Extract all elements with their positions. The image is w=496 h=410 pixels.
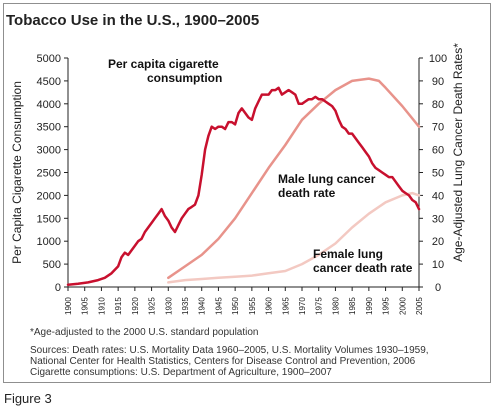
y-tick-label: 5000	[37, 53, 61, 65]
y2-tick-label: 30	[432, 213, 444, 225]
y-tick-label: 4500	[37, 76, 61, 88]
source-line-2: National Center for Health Statistics, C…	[30, 356, 416, 367]
y-tick-label: 3500	[37, 122, 61, 134]
y2-tick-label: 60	[432, 145, 444, 157]
male-series-label: Male lung cancer	[278, 172, 376, 186]
y2-tick-label: 0	[435, 282, 441, 294]
female-series-label: cancer death rate	[313, 261, 413, 275]
y-tick-label: 0	[55, 282, 61, 294]
footnote: *Age-adjusted to the 2000 U.S. standard …	[30, 327, 259, 338]
male-series-label: death rate	[278, 186, 336, 200]
female-series-label: Female lung	[313, 247, 383, 261]
x-tick-label: 1970	[298, 297, 307, 315]
x-tick-label: 1950	[231, 297, 240, 315]
figure-caption: Figure 3	[4, 391, 52, 406]
y2-tick-label: 10	[432, 259, 444, 271]
x-tick-label: 1900	[64, 297, 73, 315]
x-tick-label: 1955	[248, 297, 257, 315]
x-tick-label: 1965	[281, 297, 290, 315]
x-tick-label: 1945	[214, 297, 223, 315]
y2-tick-label: 100	[429, 53, 447, 65]
source-line-1: Sources: Death rates: U.S. Mortality Dat…	[30, 345, 429, 356]
cigarette-consumption-line	[66, 86, 421, 286]
y-tick-label: 2000	[37, 190, 61, 202]
x-tick-label: 1980	[331, 297, 340, 315]
y2-tick-label: 90	[432, 76, 444, 88]
y2-axis-title: Age-Adjusted Lung Cancer Death Rates*	[451, 43, 465, 262]
x-tick-label: 1960	[265, 297, 274, 315]
chart-title: Tobacco Use in the U.S., 1900–2005	[6, 12, 260, 29]
x-tick-label: 1990	[365, 297, 374, 315]
y-tick-label: 1000	[37, 236, 61, 248]
y2-tick-label: 50	[432, 168, 444, 180]
cigarette-series-label: consumption	[147, 71, 222, 85]
y2-tick-label: 20	[432, 236, 444, 248]
y-tick-label: 500	[43, 259, 61, 271]
source-line-3: Cigarette consumptions: U.S. Department …	[30, 367, 332, 378]
y2-tick-label: 70	[432, 122, 444, 134]
y-axis-title: Per Capita Cigarette Consumption	[10, 81, 24, 264]
cigarette-series-label: Per capita cigarette	[108, 57, 219, 71]
x-tick-label: 1925	[148, 297, 157, 315]
x-tick-label: 1985	[348, 297, 357, 315]
x-tick-label: 1910	[97, 297, 106, 315]
female-death-rate-line	[167, 191, 421, 284]
x-tick-label: 2000	[398, 297, 407, 315]
x-tick-label: 1930	[164, 297, 173, 315]
x-tick-label: 2005	[415, 297, 424, 315]
y-tick-label: 1500	[37, 213, 61, 225]
y-tick-label: 4000	[37, 99, 61, 111]
x-tick-label: 1935	[181, 297, 190, 315]
x-tick-label: 1920	[131, 297, 140, 315]
y2-tick-label: 40	[432, 190, 444, 202]
y-tick-label: 2500	[37, 168, 61, 180]
male-death-rate-line	[167, 77, 421, 280]
x-tick-label: 1975	[315, 297, 324, 315]
x-tick-label: 1940	[198, 297, 207, 315]
y-tick-label: 3000	[37, 145, 61, 157]
x-tick-label: 1995	[382, 297, 391, 315]
y2-tick-label: 80	[432, 99, 444, 111]
x-tick-label: 1905	[81, 297, 90, 315]
x-tick-label: 1915	[114, 297, 123, 315]
